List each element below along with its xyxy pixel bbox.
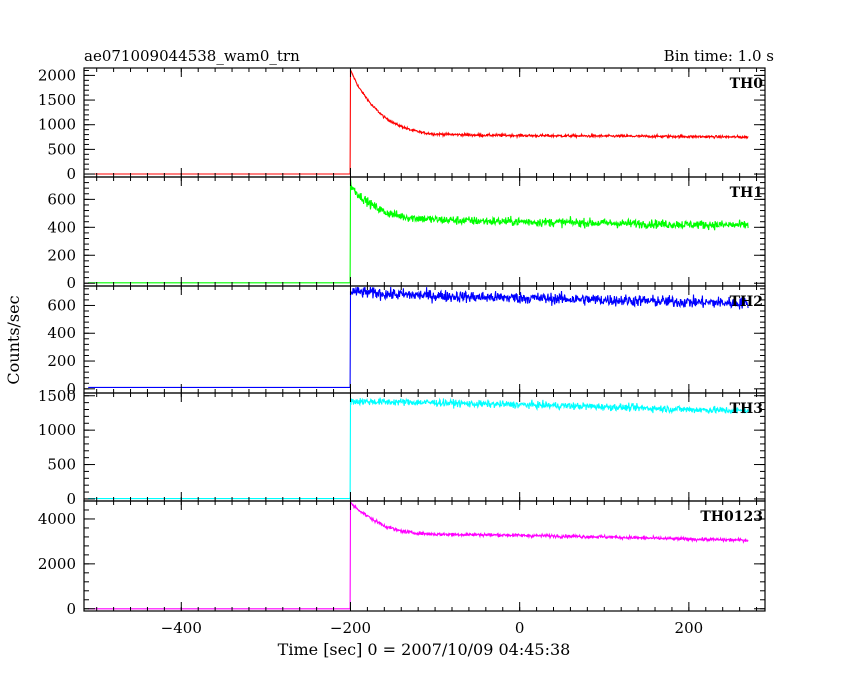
y-tick-label: 200	[47, 352, 76, 370]
panel-frame	[83, 67, 766, 178]
y-tick-label: 0	[66, 274, 76, 292]
y-tick-label: 600	[47, 190, 76, 208]
panel-label-th0: TH0	[730, 76, 764, 92]
y-tick-label: 0	[66, 380, 76, 398]
y-tick-label: 1000	[38, 116, 76, 134]
y-tick-label: 2000	[38, 555, 76, 573]
bin-time-label: Bin time: 1.0 s	[664, 47, 774, 65]
series-line-th1	[88, 177, 749, 284]
y-tick-label: 0	[66, 165, 76, 183]
y-tick-label: 2000	[38, 66, 76, 84]
panel-label-th2: TH2	[730, 294, 763, 310]
panel-frame	[83, 176, 766, 287]
series-line-th0123	[88, 501, 749, 610]
y-tick-label: 1500	[38, 91, 76, 109]
panel-label-th0123: TH0123	[700, 509, 763, 525]
y-tick-label: 0	[66, 490, 76, 508]
x-axis: −400 −200 0 200	[161, 619, 703, 637]
y-tick-label: 0	[66, 600, 76, 618]
x-axis-title: Time [sec] 0 = 2007/10/09 04:45:38	[278, 640, 571, 659]
series-line-th3	[88, 397, 749, 500]
y-tick-label: 1000	[38, 421, 76, 439]
y-tick-label: 500	[47, 140, 76, 158]
panel-th1: 0 200 400 600 TH1	[47, 176, 766, 292]
panel-th0123: 0 2000 4000 TH0123	[38, 500, 766, 618]
x-tick-label: −200	[330, 619, 371, 637]
panel-frame	[83, 285, 766, 394]
y-tick-label: 500	[47, 456, 76, 474]
x-tick-label: −400	[161, 619, 202, 637]
panel-frame	[83, 500, 766, 612]
x-tick-label: 200	[675, 619, 704, 637]
x-tick-label: 0	[515, 619, 525, 637]
panel-th2: 0 200 400 600 TH2	[47, 285, 766, 398]
y-tick-label: 400	[47, 218, 76, 236]
y-tick-label: 4000	[38, 510, 76, 528]
panel-th3: 0 500 1000 1500 TH3	[38, 387, 766, 508]
series-line-th0	[88, 69, 749, 175]
y-tick-label: 400	[47, 324, 76, 342]
y-axis-title: Counts/sec	[4, 295, 23, 384]
series-line-th2	[88, 286, 749, 388]
panels-group: 0 500 1000 1500 2000 TH0 0 200 400 600 TH1 0 200 400 6…	[38, 66, 766, 618]
y-tick-label: 600	[47, 296, 76, 314]
panel-label-th3: TH3	[730, 401, 763, 417]
chart-title: ae071009044538_wam0_trn	[84, 47, 300, 65]
panel-th0: 0 500 1000 1500 2000 TH0	[38, 66, 766, 183]
panel-label-th1: TH1	[730, 185, 763, 201]
y-tick-label: 200	[47, 246, 76, 264]
y-tick-label: 1500	[38, 387, 76, 405]
